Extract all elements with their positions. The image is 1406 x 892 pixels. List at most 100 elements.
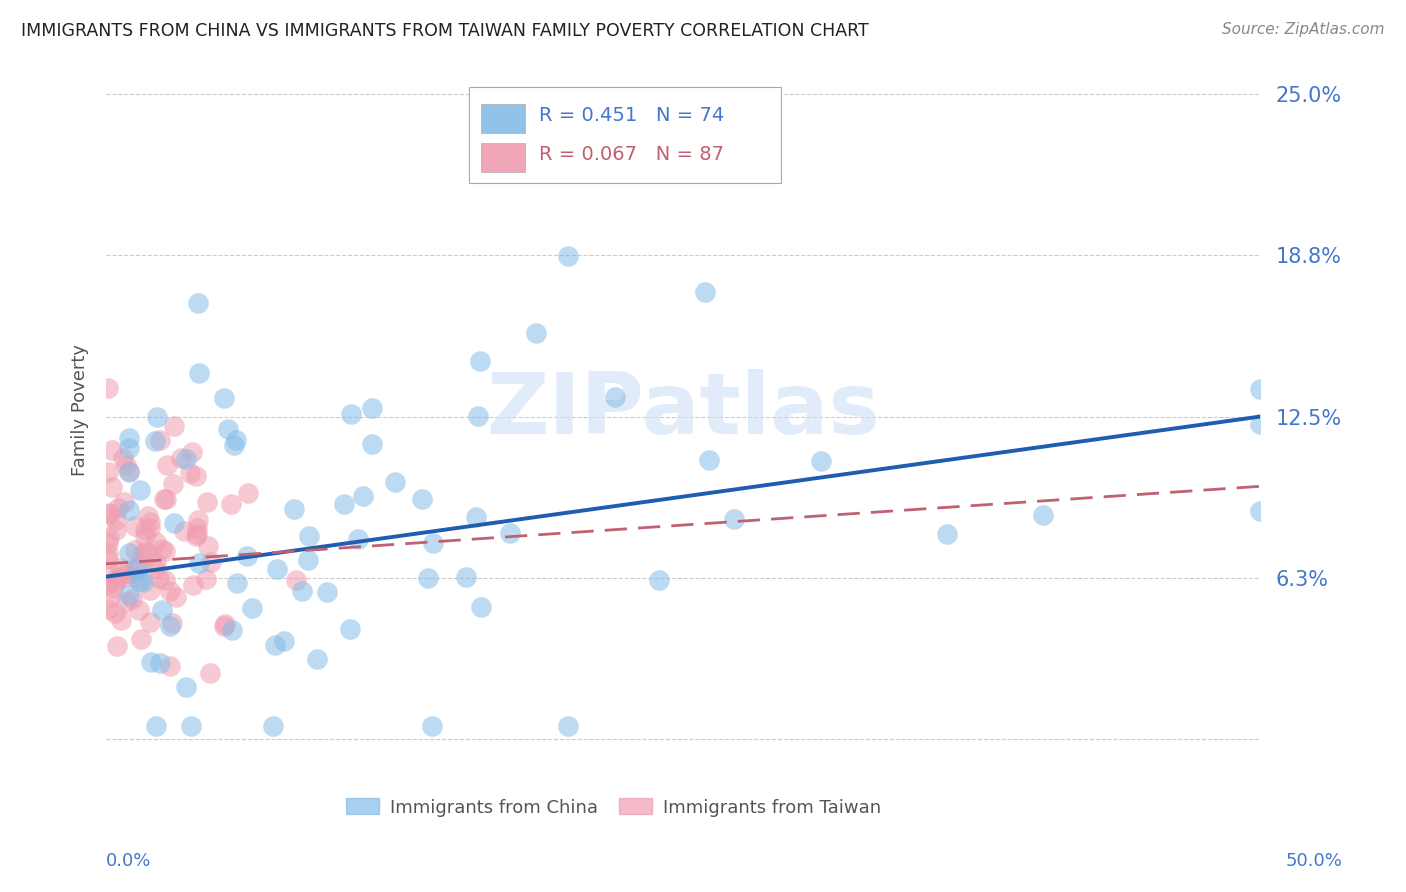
Text: 50.0%: 50.0% (1286, 852, 1343, 870)
Point (98, 507, 121, 521)
Point (176, 451, 198, 466)
Text: Source: ZipAtlas.com: Source: ZipAtlas.com (1222, 22, 1385, 37)
Point (105, 523, 128, 537)
Point (150, 541, 173, 556)
Point (315, 584, 337, 599)
Point (173, 524, 195, 539)
Point (139, 655, 162, 669)
Point (118, 588, 141, 602)
Point (179, 466, 201, 480)
Point (108, 570, 131, 584)
Point (105, 573, 128, 587)
Point (104, 574, 127, 589)
Point (97, 552, 120, 566)
Point (188, 367, 211, 381)
Point (240, 601, 263, 615)
Point (186, 527, 208, 541)
Point (128, 603, 150, 617)
Point (127, 561, 149, 575)
Point (129, 632, 152, 647)
Text: R = 0.451   N = 74: R = 0.451 N = 74 (538, 106, 724, 125)
Point (187, 296, 209, 310)
Point (217, 422, 239, 436)
Point (422, 536, 444, 550)
Point (236, 485, 259, 500)
Point (97, 531, 120, 545)
Point (97, 546, 120, 560)
Point (104, 606, 127, 620)
Point (181, 445, 204, 459)
Point (333, 497, 356, 511)
Point (118, 464, 141, 478)
Point (266, 562, 288, 576)
Point (297, 553, 319, 567)
Point (121, 591, 143, 606)
Point (145, 719, 167, 733)
Point (360, 437, 382, 451)
Point (697, 453, 720, 467)
Point (101, 581, 124, 595)
Point (124, 543, 146, 558)
Point (98, 590, 121, 604)
Point (307, 652, 329, 666)
Point (162, 476, 184, 491)
Text: R = 0.067   N = 87: R = 0.067 N = 87 (538, 145, 724, 164)
Point (384, 475, 406, 489)
Point (139, 615, 162, 630)
Point (125, 560, 148, 574)
Point (145, 409, 167, 424)
Point (557, 719, 579, 733)
Point (97, 382, 120, 396)
Point (112, 495, 135, 509)
FancyBboxPatch shape (481, 103, 524, 133)
Point (285, 573, 308, 587)
Point (499, 526, 522, 541)
Point (416, 571, 439, 585)
Point (464, 509, 486, 524)
Point (195, 495, 218, 509)
Point (124, 519, 146, 533)
Point (603, 390, 626, 404)
Point (200, 555, 222, 569)
Point (226, 575, 249, 590)
Point (935, 527, 957, 541)
Point (470, 600, 492, 615)
Point (97, 577, 120, 591)
Point (524, 326, 547, 341)
Point (723, 512, 745, 526)
Point (134, 523, 156, 537)
Point (114, 458, 136, 473)
Point (195, 572, 218, 586)
Point (98, 506, 121, 520)
Point (647, 573, 669, 587)
Point (187, 557, 209, 571)
Point (291, 584, 314, 599)
Point (143, 434, 166, 448)
Point (181, 578, 204, 592)
Point (1249, 417, 1271, 431)
Point (214, 616, 236, 631)
Point (198, 666, 221, 681)
Point (110, 613, 132, 627)
Point (155, 491, 177, 506)
Point (159, 619, 181, 633)
Point (456, 570, 478, 584)
Point (160, 615, 183, 630)
Point (810, 453, 832, 467)
Point (125, 571, 148, 585)
Point (184, 468, 207, 483)
Point (132, 575, 155, 590)
Point (236, 549, 259, 564)
Point (347, 532, 370, 546)
Point (340, 407, 363, 421)
Point (159, 584, 181, 599)
Text: ZIPatlas: ZIPatlas (486, 368, 880, 451)
Point (128, 574, 150, 588)
Point (1249, 504, 1271, 518)
Point (100, 442, 122, 457)
Point (105, 639, 128, 653)
Point (148, 656, 170, 670)
FancyBboxPatch shape (470, 87, 780, 183)
Point (124, 561, 146, 575)
Point (197, 539, 219, 553)
